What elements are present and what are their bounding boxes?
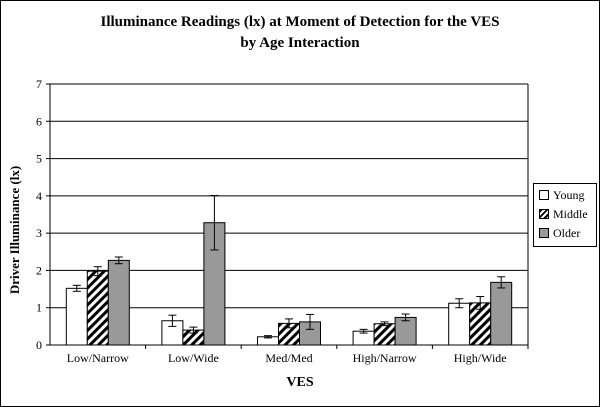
- bar-young: [65, 287, 88, 346]
- legend-label-middle: Middle: [553, 206, 588, 221]
- legend-swatch-young: [539, 190, 549, 200]
- x-tick-label: Med/Med: [265, 351, 312, 365]
- y-tick-label: 4: [36, 189, 42, 203]
- legend-label-young: Young: [553, 187, 585, 202]
- x-tick-label: High/Wide: [454, 351, 507, 365]
- tick-labels: 0 1 2 3 4 5 6 7 Low/Narrow Low/Wide Med/Med High/Na…: [36, 77, 507, 365]
- bar-middle: [86, 270, 109, 346]
- x-tick-label: High/Narrow: [353, 351, 417, 365]
- y-tick-label: 5: [36, 152, 42, 166]
- bar-older: [107, 259, 130, 346]
- legend-item-young: Young: [539, 188, 584, 202]
- legend-swatch-middle: [539, 209, 549, 219]
- legend-label-older: Older: [553, 225, 581, 240]
- y-tick-label: 7: [36, 77, 42, 91]
- bar-older: [394, 316, 417, 346]
- legend-swatch-older: [539, 228, 549, 238]
- chart-subtitle: by Age Interaction: [240, 35, 360, 51]
- legend: Young Middle Older: [533, 183, 597, 247]
- y-tick-label: 3: [36, 226, 42, 240]
- bar-older: [490, 281, 513, 346]
- x-tick-label: Low/Narrow: [67, 351, 129, 365]
- y-tick-label: 0: [36, 338, 42, 352]
- bar-middle: [373, 323, 396, 346]
- y-tick-label: 1: [36, 301, 42, 315]
- y-tick-label: 6: [36, 114, 42, 128]
- bar-young: [448, 302, 471, 346]
- chart-title: Illuminance Readings (lx) at Moment of D…: [100, 14, 500, 30]
- y-tick-label: 2: [36, 263, 42, 277]
- legend-item-older: Older: [539, 226, 580, 240]
- x-tick-label: Low/Wide: [168, 351, 219, 365]
- x-axis-label: VES: [286, 375, 314, 390]
- legend-item-middle: Middle: [539, 207, 588, 221]
- error-bars: [72, 194, 506, 339]
